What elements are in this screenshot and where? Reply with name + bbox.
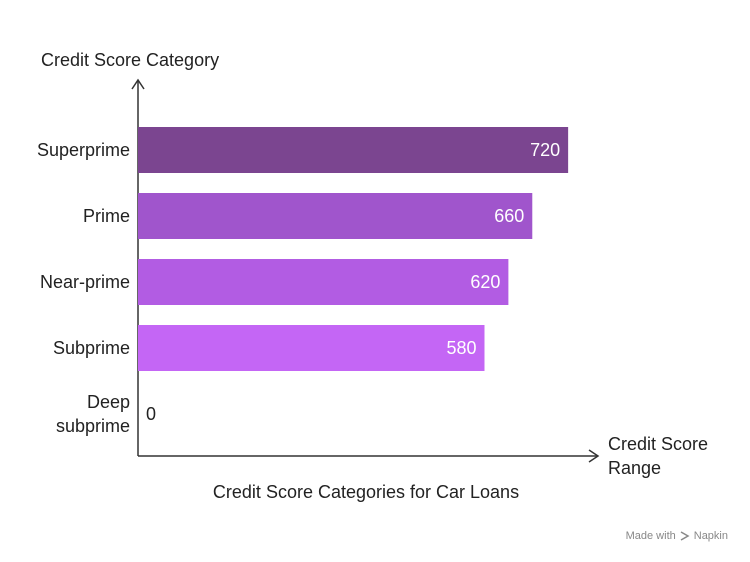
category-label: Prime (82, 206, 130, 226)
bar (138, 127, 569, 173)
bar (138, 193, 533, 239)
footer-brand: Napkin (693, 530, 728, 542)
footer-icon (680, 531, 690, 541)
category-label: Subprime (52, 338, 130, 358)
value-label: 620 (470, 272, 500, 292)
category-label: Superprime (36, 140, 130, 160)
x-axis-title: Credit Score Range (608, 434, 709, 478)
bar (138, 325, 485, 371)
value-label: 660 (494, 206, 524, 226)
value-label: 580 (446, 338, 476, 358)
category-label: Deep subprime (55, 392, 130, 436)
x-axis-arrow (588, 449, 600, 463)
footer-prefix: Made with (625, 530, 676, 542)
value-label: 0 (146, 404, 156, 424)
category-label: Near-prime (39, 272, 130, 292)
y-axis-title: Credit Score Category (41, 50, 220, 70)
value-label: 720 (530, 140, 560, 160)
bar (138, 259, 509, 305)
y-axis-arrow (131, 78, 145, 90)
footer: Made with Napkin (626, 530, 728, 542)
caption: Credit Score Categories for Car Loans (212, 482, 520, 502)
